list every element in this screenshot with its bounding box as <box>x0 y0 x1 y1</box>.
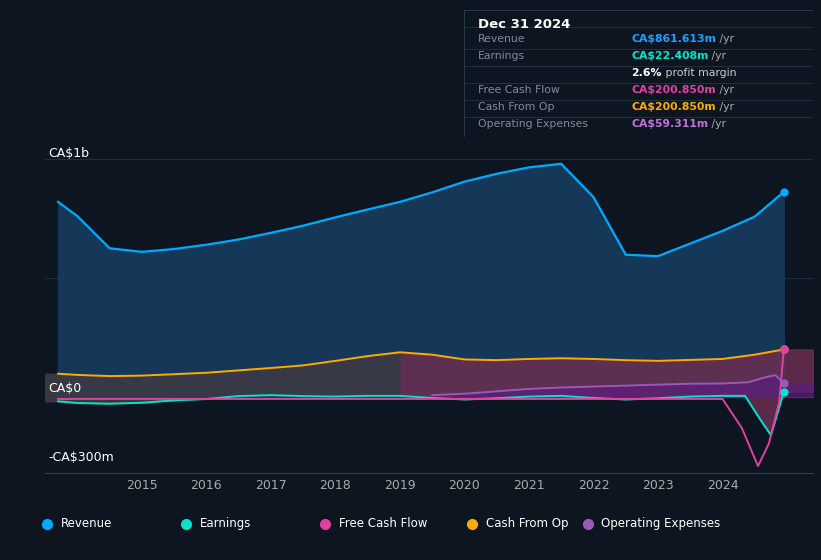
Text: Earnings: Earnings <box>478 51 525 61</box>
Text: -CA$300m: -CA$300m <box>48 451 114 464</box>
Text: CA$22.408m: CA$22.408m <box>631 51 709 61</box>
Text: Dec 31 2024: Dec 31 2024 <box>478 18 571 31</box>
Text: CA$59.311m: CA$59.311m <box>631 119 709 129</box>
Text: Operating Expenses: Operating Expenses <box>478 119 588 129</box>
Text: /yr: /yr <box>716 34 734 44</box>
Text: profit margin: profit margin <box>662 68 736 78</box>
Text: 2.6%: 2.6% <box>631 68 662 78</box>
Text: Cash From Op: Cash From Op <box>486 517 568 530</box>
Text: Earnings: Earnings <box>200 517 251 530</box>
Text: Revenue: Revenue <box>478 34 525 44</box>
Text: Free Cash Flow: Free Cash Flow <box>478 85 560 95</box>
Text: Operating Expenses: Operating Expenses <box>602 517 721 530</box>
Text: CA$861.613m: CA$861.613m <box>631 34 716 44</box>
Text: Cash From Op: Cash From Op <box>478 102 554 112</box>
Text: /yr: /yr <box>708 51 726 61</box>
Text: /yr: /yr <box>708 119 726 129</box>
Text: CA$0: CA$0 <box>48 382 81 395</box>
Text: CA$200.850m: CA$200.850m <box>631 102 716 112</box>
Text: /yr: /yr <box>716 102 734 112</box>
Text: /yr: /yr <box>716 85 734 95</box>
Text: Free Cash Flow: Free Cash Flow <box>339 517 428 530</box>
Text: CA$200.850m: CA$200.850m <box>631 85 716 95</box>
Text: CA$1b: CA$1b <box>48 147 89 160</box>
Text: Revenue: Revenue <box>62 517 112 530</box>
